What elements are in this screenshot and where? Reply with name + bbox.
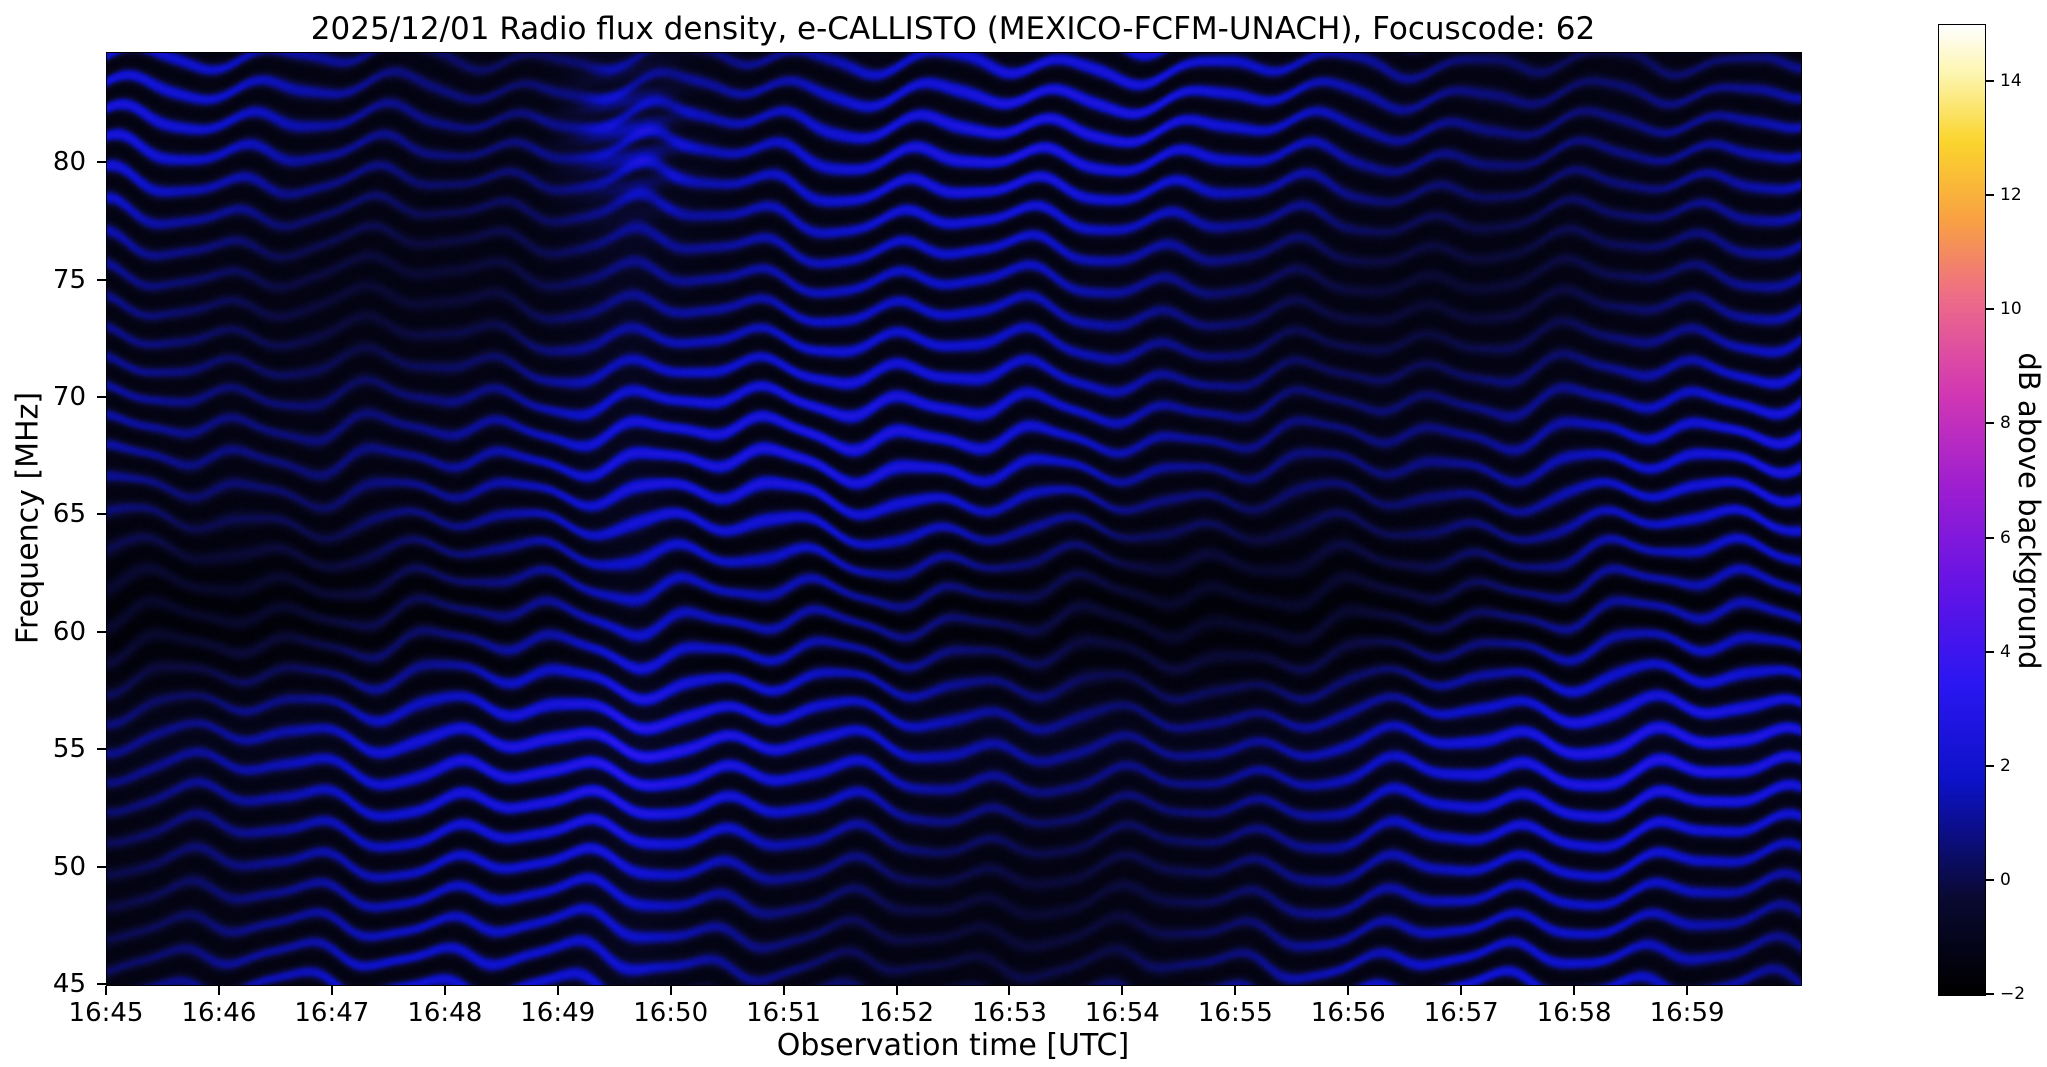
colorbar-tick-mark	[1986, 80, 1994, 83]
y-tick-label: 75	[52, 264, 86, 295]
y-tick-mark	[97, 396, 106, 399]
colorbar-tick-label: −2	[2000, 984, 2026, 1004]
plot-area	[106, 52, 1802, 986]
x-tick-mark	[782, 986, 785, 995]
colorbar-tick-mark	[1986, 878, 1994, 881]
colorbar	[1938, 24, 1986, 996]
x-tick-mark	[105, 986, 107, 995]
y-tick-mark	[97, 983, 106, 985]
colorbar-tick-mark	[1986, 194, 1994, 197]
x-tick-label: 16:57	[1423, 998, 1499, 1028]
colorbar-tick-label: 2	[2000, 755, 2011, 776]
colorbar-tick-mark	[1986, 764, 1994, 767]
y-tick-mark	[97, 630, 106, 633]
x-tick-mark	[1234, 986, 1237, 995]
x-tick-label: 16:46	[181, 998, 257, 1028]
y-tick-label: 70	[52, 382, 86, 413]
colorbar-gradient-canvas	[1939, 25, 1985, 995]
x-tick-label: 16:52	[859, 998, 934, 1028]
y-tick-label: 45	[52, 969, 86, 999]
colorbar-tick-label: 6	[2000, 527, 2011, 548]
colorbar-tick-mark	[1986, 422, 1994, 425]
colorbar-label: dB above background	[2012, 352, 2046, 670]
x-tick-label: 16:51	[746, 998, 822, 1028]
x-tick-mark	[1460, 986, 1463, 995]
x-tick-mark	[1121, 986, 1124, 995]
chart-title: 2025/12/01 Radio flux density, e-CALLIST…	[310, 11, 1596, 47]
x-tick-mark	[1573, 986, 1576, 995]
colorbar-tick-label: 14	[2000, 71, 2022, 92]
colorbar-tick-label: 8	[2000, 413, 2011, 434]
x-tick-mark	[1008, 986, 1011, 995]
y-tick-label: 55	[52, 734, 86, 765]
y-tick-mark	[97, 513, 106, 516]
x-tick-label: 16:49	[520, 998, 596, 1028]
x-tick-label: 16:45	[68, 998, 144, 1028]
y-tick-label: 65	[52, 499, 86, 530]
spectrogram-canvas	[107, 53, 1801, 985]
x-tick-mark	[669, 986, 672, 995]
x-tick-mark	[1686, 986, 1689, 995]
x-tick-label: 16:50	[633, 998, 709, 1028]
x-tick-mark	[217, 986, 220, 995]
colorbar-tick-mark	[1986, 536, 1994, 539]
x-tick-label: 16:56	[1310, 998, 1386, 1028]
y-tick-label: 60	[52, 616, 86, 647]
y-tick-mark	[97, 865, 106, 868]
y-tick-mark	[97, 161, 106, 164]
x-tick-label: 16:58	[1536, 998, 1612, 1028]
x-tick-mark	[556, 986, 559, 995]
x-tick-mark	[330, 986, 333, 995]
colorbar-tick-label: 4	[2000, 641, 2011, 662]
y-tick-label: 50	[52, 851, 86, 882]
colorbar-tick-label: 12	[2000, 185, 2022, 206]
x-tick-mark	[895, 986, 898, 995]
colorbar-tick-mark	[1986, 308, 1994, 311]
colorbar-tick-label: 0	[2000, 869, 2011, 890]
colorbar-tick-mark	[1986, 993, 1994, 995]
x-axis-label: Observation time [UTC]	[776, 1028, 1130, 1063]
x-tick-label: 16:47	[294, 998, 370, 1028]
colorbar-tick-mark	[1986, 650, 1994, 653]
x-tick-label: 16:54	[1084, 998, 1160, 1028]
x-tick-mark	[443, 986, 446, 995]
x-tick-label: 16:59	[1649, 998, 1725, 1028]
y-tick-mark	[97, 278, 106, 281]
x-tick-label: 16:53	[971, 998, 1047, 1028]
x-tick-label: 16:55	[1197, 998, 1273, 1028]
y-tick-label: 80	[52, 147, 86, 178]
x-tick-label: 16:48	[407, 998, 483, 1028]
x-tick-mark	[1347, 986, 1350, 995]
y-tick-mark	[97, 748, 106, 751]
colorbar-tick-label: 10	[2000, 299, 2022, 320]
